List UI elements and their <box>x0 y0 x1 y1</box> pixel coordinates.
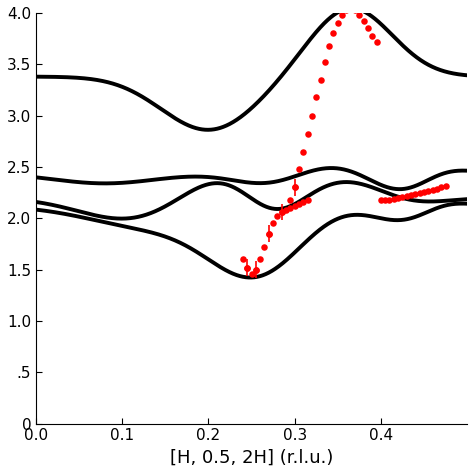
Point <box>261 243 268 251</box>
Point <box>390 195 398 202</box>
Point <box>394 194 402 201</box>
Point <box>386 196 393 204</box>
Point <box>356 11 363 19</box>
Point <box>291 202 299 210</box>
Point <box>269 219 277 227</box>
Point <box>304 196 311 204</box>
Point <box>295 200 303 208</box>
Point <box>295 165 303 173</box>
Point <box>252 266 260 273</box>
Point <box>256 255 264 263</box>
Point <box>377 196 384 204</box>
Point <box>273 212 281 220</box>
Point <box>438 184 445 191</box>
Point <box>425 187 432 194</box>
Point <box>343 6 350 14</box>
Point <box>416 189 423 196</box>
Point <box>407 191 415 199</box>
Point <box>325 42 333 50</box>
Point <box>282 206 290 214</box>
Point <box>321 58 328 66</box>
Point <box>351 6 359 14</box>
Point <box>291 184 299 191</box>
Point <box>244 264 251 272</box>
Point <box>364 25 372 32</box>
Point <box>382 196 389 204</box>
Point <box>442 182 449 190</box>
Point <box>360 18 367 25</box>
Point <box>265 230 273 237</box>
X-axis label: [H, 0.5, 2H] (r.l.u.): [H, 0.5, 2H] (r.l.u.) <box>170 449 333 467</box>
Point <box>300 148 307 155</box>
Point <box>248 270 255 278</box>
Point <box>312 93 320 101</box>
Point <box>411 190 419 198</box>
Point <box>373 38 380 46</box>
Point <box>308 112 316 119</box>
Point <box>399 193 406 201</box>
Point <box>334 19 342 27</box>
Point <box>304 130 311 138</box>
Point <box>347 4 355 11</box>
Point <box>403 192 410 200</box>
Point <box>317 76 324 83</box>
Point <box>278 209 285 216</box>
Point <box>338 11 346 19</box>
Point <box>433 185 441 192</box>
Point <box>287 204 294 212</box>
Point <box>420 188 428 195</box>
Point <box>300 198 307 206</box>
Point <box>368 32 376 39</box>
Point <box>429 186 437 193</box>
Point <box>239 255 247 263</box>
Point <box>329 30 337 37</box>
Point <box>287 196 294 204</box>
